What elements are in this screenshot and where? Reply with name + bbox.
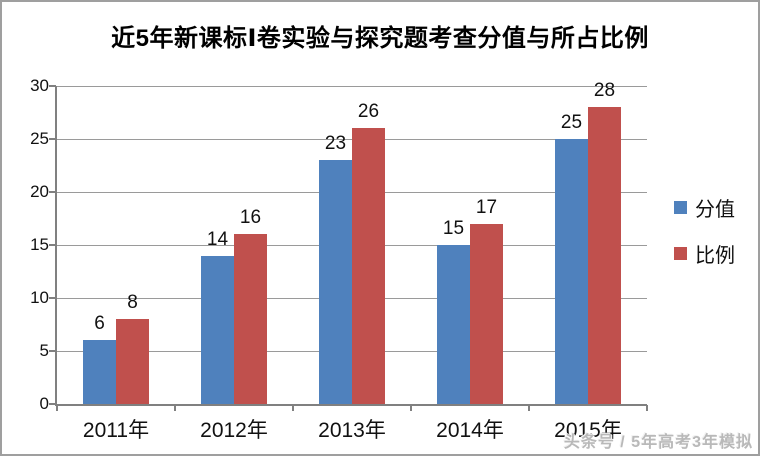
x-axis-label: 2011年 [82, 419, 150, 442]
y-axis-tick [49, 297, 56, 299]
y-axis-label: 15 [30, 235, 49, 254]
y-axis-label: 10 [30, 288, 49, 307]
bar-value-label: 16 [239, 207, 262, 229]
bar-value-label: 6 [94, 313, 105, 335]
y-axis-label: 5 [39, 341, 49, 360]
y-axis-tick [49, 138, 56, 140]
legend-label: 分值 [695, 199, 735, 221]
y-axis-label: 25 [30, 129, 49, 148]
watermark: 头条号 / 5年高考3年模拟 [563, 434, 753, 451]
bar [352, 128, 385, 404]
x-axis-tick [56, 405, 58, 411]
bar [319, 160, 352, 404]
bar-value-label: 15 [442, 218, 465, 239]
x-axis-label: 2012年 [200, 419, 268, 442]
gridline [57, 85, 647, 87]
x-axis-label: 2013年 [318, 419, 386, 442]
bar-value-label: 25 [560, 112, 583, 133]
bar [555, 139, 588, 404]
y-axis-label: 0 [39, 394, 49, 413]
legend: 分值 比例 [674, 193, 735, 268]
bar-value-label: 17 [475, 196, 498, 218]
y-axis-line [55, 86, 57, 404]
bar [437, 245, 470, 404]
bar-value-label: 23 [324, 133, 347, 155]
y-axis-tick [49, 403, 56, 405]
bar [588, 107, 621, 404]
bar-value-label: 28 [593, 80, 616, 102]
legend-swatch-icon [674, 247, 687, 260]
bar-value-label: 14 [206, 228, 229, 250]
bar [470, 223, 503, 404]
x-axis-tick [528, 405, 530, 411]
x-axis-line [55, 404, 647, 406]
y-axis-tick [49, 85, 56, 87]
x-axis-label: 2014年 [436, 419, 504, 442]
bar [201, 255, 234, 404]
legend-item: 分值 [674, 193, 735, 222]
bar-value-label: 8 [127, 292, 138, 314]
x-axis-tick [410, 405, 412, 411]
y-axis-label: 20 [30, 182, 49, 201]
legend-label: 比例 [695, 245, 735, 267]
x-axis-tick [646, 405, 648, 411]
y-axis-tick [49, 191, 56, 193]
y-axis-label: 30 [30, 76, 49, 95]
bar [116, 319, 149, 404]
bar-value-label: 26 [357, 101, 380, 123]
x-axis-tick [174, 405, 176, 411]
y-axis-tick [49, 350, 56, 352]
legend-swatch-icon [674, 201, 687, 214]
x-axis-label: 2015年 [554, 419, 622, 442]
bar [83, 340, 116, 404]
x-axis-tick [292, 405, 294, 411]
legend-item: 比例 [674, 239, 735, 268]
chart-title: 近5年新课标Ⅰ卷实验与探究题考查分值与所占比例 [111, 25, 649, 52]
y-axis-tick [49, 244, 56, 246]
bar [234, 234, 267, 404]
